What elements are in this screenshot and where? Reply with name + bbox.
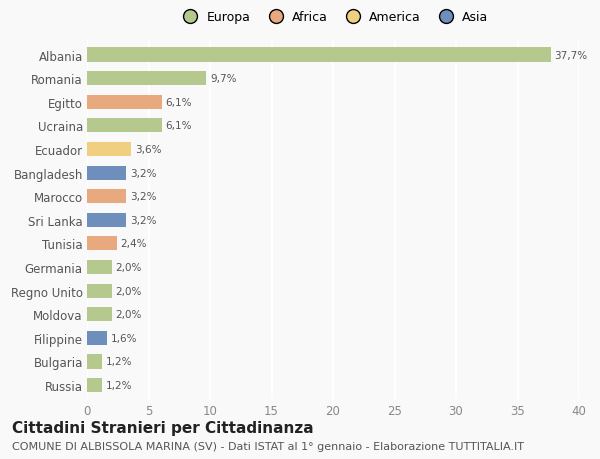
Text: Cittadini Stranieri per Cittadinanza: Cittadini Stranieri per Cittadinanza: [12, 420, 314, 435]
Text: 3,2%: 3,2%: [130, 192, 157, 202]
Text: 2,0%: 2,0%: [115, 309, 142, 319]
Text: 3,6%: 3,6%: [135, 145, 161, 155]
Bar: [87, 237, 116, 251]
Bar: [87, 378, 102, 392]
Bar: [87, 190, 127, 204]
Bar: [87, 143, 131, 157]
Bar: [87, 119, 162, 133]
Text: 9,7%: 9,7%: [210, 74, 236, 84]
Text: 37,7%: 37,7%: [554, 50, 587, 61]
Bar: [87, 354, 102, 369]
Text: 3,2%: 3,2%: [130, 215, 157, 225]
Text: 6,1%: 6,1%: [166, 121, 192, 131]
Bar: [87, 95, 162, 110]
Text: 2,4%: 2,4%: [120, 239, 147, 249]
Bar: [87, 48, 551, 62]
Legend: Europa, Africa, America, Asia: Europa, Africa, America, Asia: [173, 6, 493, 29]
Text: COMUNE DI ALBISSOLA MARINA (SV) - Dati ISTAT al 1° gennaio - Elaborazione TUTTIT: COMUNE DI ALBISSOLA MARINA (SV) - Dati I…: [12, 441, 524, 451]
Text: 1,2%: 1,2%: [106, 380, 132, 390]
Text: 1,6%: 1,6%: [110, 333, 137, 343]
Bar: [87, 213, 127, 227]
Bar: [87, 72, 206, 86]
Text: 6,1%: 6,1%: [166, 98, 192, 107]
Bar: [87, 308, 112, 322]
Text: 2,0%: 2,0%: [115, 263, 142, 273]
Text: 1,2%: 1,2%: [106, 357, 132, 367]
Bar: [87, 166, 127, 180]
Bar: [87, 260, 112, 274]
Bar: [87, 331, 107, 345]
Text: 2,0%: 2,0%: [115, 286, 142, 296]
Bar: [87, 284, 112, 298]
Text: 3,2%: 3,2%: [130, 168, 157, 178]
